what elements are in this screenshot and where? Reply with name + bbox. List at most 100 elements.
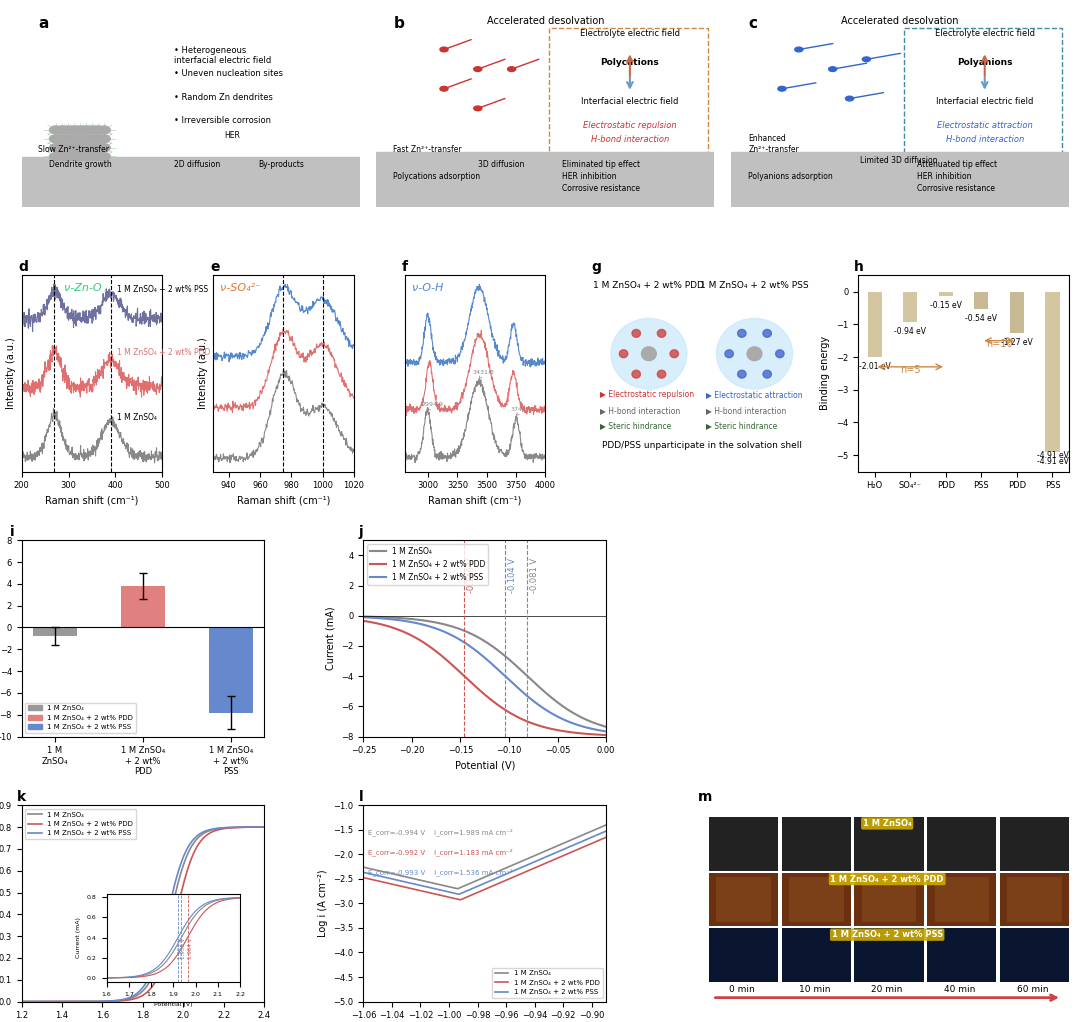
1 M ZnSO₄ + 2 wt% PSS <box>436 624 449 637</box>
Bar <box>867 291 881 358</box>
1 M ZnSO₄ <box>534 682 546 694</box>
Circle shape <box>50 126 63 134</box>
Text: l: l <box>359 790 363 804</box>
Circle shape <box>725 350 733 358</box>
Circle shape <box>97 152 110 160</box>
Circle shape <box>778 87 786 91</box>
Text: E_corr=-0.992 V    i_corr=1.183 mA cm⁻²: E_corr=-0.992 V i_corr=1.183 mA cm⁻² <box>368 848 513 856</box>
Text: Interfacial electric field: Interfacial electric field <box>936 97 1034 106</box>
Bar <box>1008 877 1062 923</box>
Bar <box>1000 928 1069 982</box>
Text: ▶ Electrostatic attraction: ▶ Electrostatic attraction <box>706 390 802 399</box>
Text: 1 M ZnSO₄ + 2 wt% PDD: 1 M ZnSO₄ + 2 wt% PDD <box>593 281 704 290</box>
Circle shape <box>62 126 75 134</box>
Y-axis label: Intensity (a.u.): Intensity (a.u.) <box>198 337 207 409</box>
Legend: 1 M ZnSO₄, 1 M ZnSO₄ + 2 wt% PDD, 1 M ZnSO₄ + 2 wt% PSS: 1 M ZnSO₄, 1 M ZnSO₄ + 2 wt% PDD, 1 M Zn… <box>25 808 136 839</box>
Bar <box>1000 873 1069 926</box>
Circle shape <box>658 329 665 337</box>
Text: Enhanced
Zn²⁺-transfer: Enhanced Zn²⁺-transfer <box>748 134 799 153</box>
Circle shape <box>73 126 86 134</box>
Circle shape <box>642 346 657 361</box>
Bar <box>708 928 778 982</box>
1 M ZnSO₄ + 2 wt% PSS <box>387 613 400 625</box>
Text: ν-O-H: ν-O-H <box>411 283 443 293</box>
Circle shape <box>762 329 771 337</box>
Legend: 1 M ZnSO₄, 1 M ZnSO₄ + 2 wt% PDD, 1 M ZnSO₄ + 2 wt% PSS: 1 M ZnSO₄, 1 M ZnSO₄ + 2 wt% PDD, 1 M Zn… <box>25 702 136 733</box>
Bar <box>788 877 843 923</box>
Legend: 1 M ZnSO₄, 1 M ZnSO₄ + 2 wt% PDD, 1 M ZnSO₄ + 2 wt% PSS: 1 M ZnSO₄, 1 M ZnSO₄ + 2 wt% PDD, 1 M Zn… <box>367 544 488 585</box>
Bar <box>121 586 165 628</box>
Text: f: f <box>402 261 408 274</box>
1 M ZnSO₄ + 2 wt% PDD <box>599 729 612 741</box>
1 M ZnSO₄ + 2 wt% PDD <box>534 719 546 732</box>
Circle shape <box>632 370 640 378</box>
Circle shape <box>79 135 93 143</box>
1 M ZnSO₄ + 2 wt% PSS <box>453 634 465 646</box>
Circle shape <box>67 135 81 143</box>
Text: PDD/PSS unparticipate in the solvation shell: PDD/PSS unparticipate in the solvation s… <box>602 440 801 450</box>
Circle shape <box>67 144 81 151</box>
Text: 0 min: 0 min <box>729 985 755 993</box>
Text: ▶ H-bond interaction: ▶ H-bond interaction <box>600 406 680 415</box>
Text: m: m <box>698 790 713 804</box>
1 M ZnSO₄ + 2 wt% PSS <box>532 699 545 711</box>
Bar <box>210 628 253 712</box>
1 M ZnSO₄ + 2 wt% PDD <box>453 665 465 678</box>
Circle shape <box>716 319 793 389</box>
Text: c: c <box>748 16 757 31</box>
Text: g: g <box>592 261 602 274</box>
Text: ▶ Electrostatic repulsion: ▶ Electrostatic repulsion <box>600 390 694 399</box>
Circle shape <box>85 152 98 160</box>
Bar <box>928 928 997 982</box>
Circle shape <box>55 144 69 151</box>
Text: Corrosive resistance: Corrosive resistance <box>917 184 995 193</box>
Circle shape <box>474 66 482 72</box>
1 M ZnSO₄ <box>387 611 400 623</box>
Circle shape <box>55 152 69 160</box>
Text: Electrolyte electric field: Electrolyte electric field <box>580 29 680 38</box>
Text: 3431.8: 3431.8 <box>473 370 495 378</box>
Circle shape <box>97 126 110 134</box>
Bar <box>854 873 923 926</box>
Circle shape <box>670 350 678 358</box>
Circle shape <box>611 319 687 389</box>
Circle shape <box>863 57 870 61</box>
Bar <box>854 928 923 982</box>
Bar <box>716 877 771 923</box>
Bar <box>731 151 1069 206</box>
Text: Polyanions: Polyanions <box>957 58 1012 67</box>
Text: h: h <box>854 261 864 274</box>
Bar <box>22 157 360 206</box>
Text: 1 M ZnSO₄ + 2 wt% PSS: 1 M ZnSO₄ + 2 wt% PSS <box>832 930 943 939</box>
Bar <box>928 873 997 926</box>
Circle shape <box>55 135 69 143</box>
Text: ▶ Steric hindrance: ▶ Steric hindrance <box>706 421 778 430</box>
1 M ZnSO₄ <box>453 622 465 635</box>
Text: n=10: n=10 <box>986 339 1012 350</box>
Text: HER: HER <box>225 131 240 140</box>
Circle shape <box>62 144 75 151</box>
Circle shape <box>97 144 110 151</box>
1 M ZnSO₄ <box>532 681 545 693</box>
Text: j: j <box>359 525 363 540</box>
Circle shape <box>50 152 63 160</box>
Circle shape <box>79 144 93 151</box>
Text: Fast Zn²⁺-transfer: Fast Zn²⁺-transfer <box>393 144 462 153</box>
Bar <box>934 877 989 923</box>
Text: a: a <box>39 16 49 31</box>
Bar <box>708 817 778 871</box>
Bar <box>708 873 778 926</box>
1 M ZnSO₄ + 2 wt% PDD <box>436 650 449 662</box>
Text: -0.146 V: -0.146 V <box>468 558 476 593</box>
Circle shape <box>738 370 746 378</box>
Circle shape <box>440 87 448 91</box>
Text: By-products: By-products <box>258 160 305 170</box>
Circle shape <box>474 106 482 110</box>
Circle shape <box>73 144 86 151</box>
Text: 1 M ZnSO₄ + 2 wt% PSS: 1 M ZnSO₄ + 2 wt% PSS <box>118 285 208 294</box>
Text: Eliminated tip effect: Eliminated tip effect <box>563 160 640 170</box>
Circle shape <box>828 66 837 72</box>
Circle shape <box>97 135 110 143</box>
1 M ZnSO₄ + 2 wt% PDD <box>356 614 369 626</box>
Circle shape <box>619 350 627 358</box>
